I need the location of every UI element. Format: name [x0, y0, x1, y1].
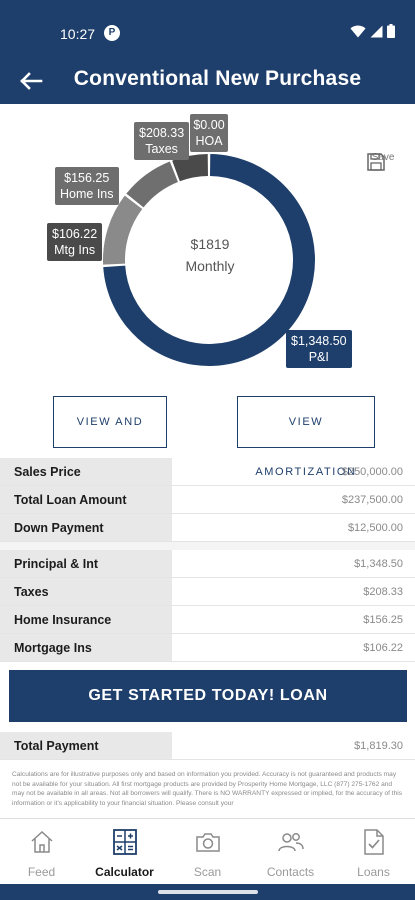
save-icon: [367, 153, 385, 171]
nav-label: Loans: [357, 865, 390, 879]
back-arrow-icon[interactable]: [18, 66, 48, 96]
table-row: Principal & Int $1,348.50: [0, 550, 415, 578]
status-time: 10:27: [60, 26, 96, 42]
camera-icon: [195, 833, 220, 852]
table-row: Home Insurance $156.25: [0, 606, 415, 634]
slice-tag-label: P&I: [308, 350, 329, 364]
app-notification-icon: P: [104, 25, 120, 41]
contacts-icon: [277, 833, 304, 852]
row-value: $12,500.00: [347, 522, 403, 534]
row-label: Home Insurance: [0, 606, 172, 633]
nav-loans[interactable]: Loans: [332, 819, 415, 884]
row-value: $237,500.00: [341, 494, 403, 506]
slice-tag-amount: $1,348.50: [291, 334, 347, 348]
view-and-share-button[interactable]: VIEW AND SHARE: [53, 396, 167, 478]
system-icons: [350, 24, 395, 38]
battery-icon: [387, 24, 395, 38]
status-bar: 10:27 P: [0, 0, 415, 62]
slice-tag-label: Taxes: [145, 142, 178, 156]
slice-tag-home-ins: $156.25 Home Ins: [55, 167, 119, 205]
row-value: $156.25: [363, 614, 403, 626]
disclaimer-text: Calculations are for illustrative purpos…: [12, 771, 403, 807]
row-value: $250,000.00: [341, 466, 403, 478]
slice-tag-taxes: $208.33 Taxes: [134, 122, 190, 160]
pie-slice-mtg-ins: [172, 154, 208, 182]
bottom-navigation: Feed Calculator Scan: [0, 818, 415, 884]
row-label: Down Payment: [0, 514, 172, 541]
table-row: Total Loan Amount $237,500.00: [0, 486, 415, 514]
table-row: Sales Price $250,000.00: [0, 458, 415, 486]
home-indicator: [158, 890, 258, 894]
nav-feed[interactable]: Feed: [0, 819, 83, 884]
monthly-total-amount: $1819: [190, 236, 230, 252]
document-check-icon: [363, 829, 384, 855]
nav-label: Calculator: [95, 865, 154, 879]
save-button[interactable]: Save: [366, 152, 400, 171]
table-row: Total Payment $1,819.30: [0, 732, 415, 760]
table-row: Taxes $208.33: [0, 578, 415, 606]
row-label: Total Loan Amount: [0, 486, 172, 513]
pie-slice-taxes: [103, 195, 143, 265]
slice-tag-label: Mtg Ins: [54, 243, 96, 257]
calculator-icon: [112, 829, 137, 855]
table-row: Mortgage Ins $106.22: [0, 634, 415, 662]
slice-tag-label: HOA: [195, 134, 223, 148]
row-label: Principal & Int: [0, 550, 172, 577]
monthly-total-label: Monthly: [185, 258, 235, 274]
slice-tag-pi: $1,348.50 P&I: [286, 330, 352, 368]
slice-tag-amount: $156.25: [64, 171, 110, 185]
pie-slice-home-ins: [126, 161, 178, 208]
nav-contacts[interactable]: Contacts: [249, 819, 332, 884]
donut-chart: [103, 154, 316, 366]
loan-details-table: Sales Price $250,000.00 Total Loan Amoun…: [0, 458, 415, 542]
system-gesture-bar: [0, 884, 415, 900]
slice-tag-mtg-ins: $106.22 Mtg Ins: [47, 223, 103, 261]
nav-label: Contacts: [266, 865, 315, 879]
nav-scan[interactable]: Scan: [166, 819, 249, 884]
row-value: $1,348.50: [354, 558, 403, 570]
payment-breakdown-chart: $208.33 Taxes $0.00 HOA $156.25 Home Ins…: [0, 104, 415, 384]
row-label: Sales Price: [0, 458, 172, 485]
total-payment-table: Total Payment $1,819.30: [0, 732, 415, 760]
row-label: Mortgage Ins: [0, 634, 172, 661]
table-row: Down Payment $12,500.00: [0, 514, 415, 542]
save-label: Save: [371, 152, 395, 163]
row-label: Taxes: [0, 578, 172, 605]
slice-tag-amount: $106.22: [52, 227, 98, 241]
wifi-icon: [350, 25, 366, 37]
get-started-loan-button[interactable]: GET STARTED TODAY! LOAN: [9, 670, 407, 722]
nav-label: Feed: [27, 865, 56, 879]
payment-details-table: Principal & Int $1,348.50 Taxes $208.33 …: [0, 550, 415, 662]
section-divider: [0, 542, 415, 550]
home-icon: [30, 830, 53, 853]
row-value: $1,819.30: [354, 740, 403, 752]
app-bar: Conventional New Purchase: [0, 62, 415, 104]
view-amortization-button[interactable]: VIEW AMORTIZATION: [237, 396, 375, 478]
nav-label: Scan: [193, 865, 222, 879]
row-value: $208.33: [363, 586, 403, 598]
nav-calculator[interactable]: Calculator: [83, 819, 166, 884]
slice-tag-label: Home Ins: [60, 187, 114, 201]
slice-tag-hoa: $0.00 HOA: [190, 114, 228, 152]
row-label: Total Payment: [0, 732, 172, 759]
row-value: $106.22: [363, 642, 403, 654]
signal-icon: [370, 25, 383, 37]
page-title: Conventional New Purchase: [73, 67, 362, 90]
slice-tag-amount: $0.00: [193, 118, 225, 132]
slice-tag-amount: $208.33: [139, 126, 185, 140]
